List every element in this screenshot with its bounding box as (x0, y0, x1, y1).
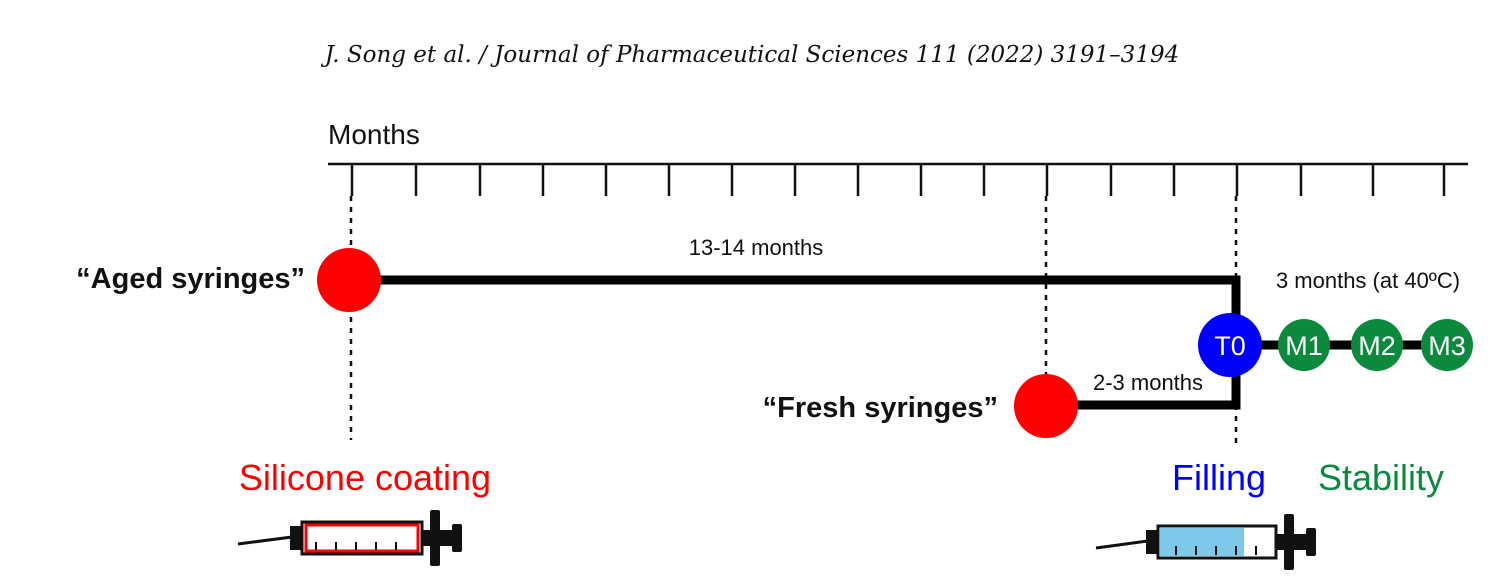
month-ticks (350, 164, 1446, 196)
aged-duration-label: 13-14 months (689, 235, 824, 260)
axis-label: Months (328, 119, 420, 150)
aged-path (349, 275, 1241, 345)
journal-citation: J. Song et al. / Journal of Pharmaceutic… (324, 42, 1180, 68)
timepoint-t0-node (1198, 313, 1262, 377)
aged-syringe-node (317, 248, 381, 312)
empty-syringe-icon (237, 510, 462, 566)
timepoint-m1-label: M1 (1285, 331, 1323, 361)
stability-condition-label: 3 months (at 40ºC) (1276, 268, 1460, 293)
timepoint-t0-label: T0 (1214, 331, 1246, 361)
timepoint-m3-node (1421, 319, 1473, 371)
fresh-duration-label: 2-3 months (1093, 370, 1203, 395)
timepoint-m2-label: M2 (1358, 331, 1396, 361)
timepoint-m3-label: M3 (1428, 331, 1466, 361)
stage-silicone-coating: Silicone coating (239, 457, 491, 498)
stage-filling: Filling (1172, 457, 1266, 498)
filled-syringe-icon (1095, 514, 1316, 570)
timepoint-m1-node (1278, 319, 1330, 371)
timepoint-m2-node (1351, 319, 1403, 371)
fresh-syringes-label: “Fresh syringes” (763, 392, 998, 424)
stage-stability: Stability (1318, 457, 1444, 498)
aged-syringes-label: “Aged syringes” (76, 263, 305, 295)
fresh-syringe-node (1014, 374, 1078, 438)
